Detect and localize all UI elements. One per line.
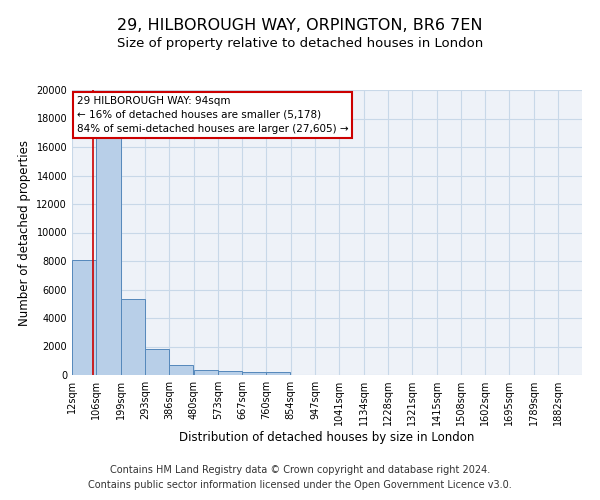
- Bar: [218, 371, 242, 375]
- Bar: [242, 372, 266, 375]
- Bar: [72, 260, 96, 375]
- Text: 29, HILBOROUGH WAY, ORPINGTON, BR6 7EN: 29, HILBOROUGH WAY, ORPINGTON, BR6 7EN: [117, 18, 483, 32]
- Text: 29 HILBOROUGH WAY: 94sqm
← 16% of detached houses are smaller (5,178)
84% of sem: 29 HILBOROUGH WAY: 94sqm ← 16% of detach…: [77, 96, 349, 134]
- Bar: [194, 370, 218, 375]
- Y-axis label: Number of detached properties: Number of detached properties: [18, 140, 31, 326]
- X-axis label: Distribution of detached houses by size in London: Distribution of detached houses by size …: [179, 431, 475, 444]
- Bar: [266, 372, 290, 375]
- Text: Size of property relative to detached houses in London: Size of property relative to detached ho…: [117, 38, 483, 51]
- Bar: [169, 365, 193, 375]
- Bar: [121, 300, 145, 375]
- Bar: [145, 348, 169, 375]
- Bar: [97, 138, 121, 375]
- Text: Contains HM Land Registry data © Crown copyright and database right 2024.
Contai: Contains HM Land Registry data © Crown c…: [88, 465, 512, 490]
